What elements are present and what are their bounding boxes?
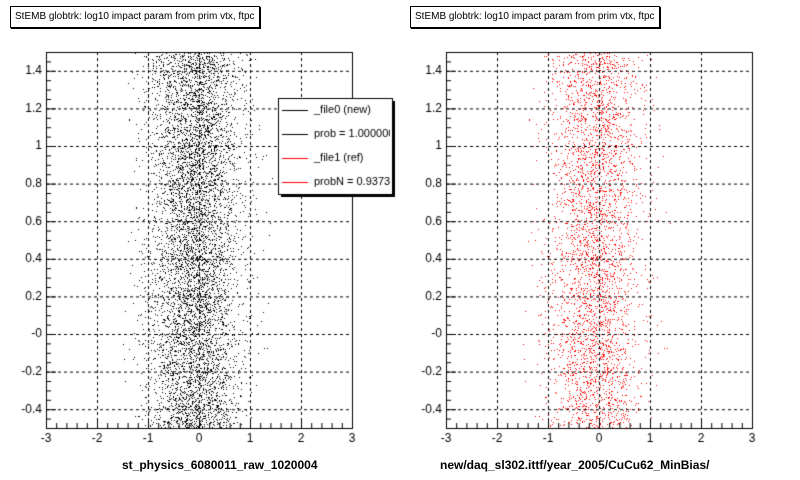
left-chart-title: StEMB globtrk: log10 impact param from p… — [10, 6, 260, 28]
left-x-axis-label: st_physics_6080011_raw_1020004 — [122, 458, 318, 472]
right-chart-title: StEMB globtrk: log10 impact param from p… — [410, 6, 660, 28]
right-x-axis-label: new/daq_sl302.ittf/year_2005/CuCu62_MinB… — [440, 458, 710, 472]
